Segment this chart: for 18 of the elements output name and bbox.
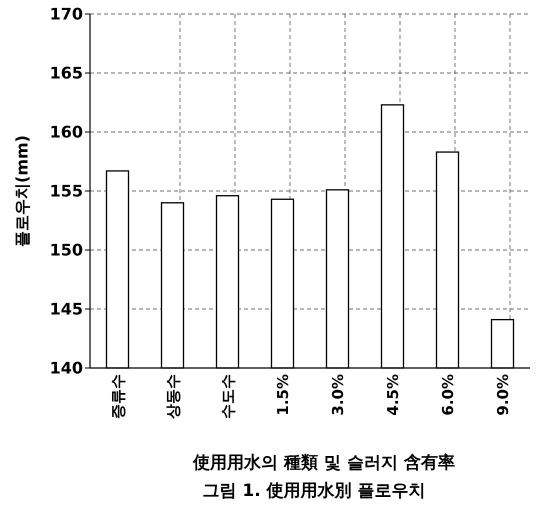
y-tick-label: 160 [50, 122, 83, 142]
x-tick-label: 상동수 [164, 374, 182, 419]
y-tick-label: 150 [50, 240, 83, 260]
x-tick-label: 6.0% [438, 374, 457, 416]
x-tick-label: 증류수 [108, 374, 127, 419]
y-tick-label: 140 [50, 358, 83, 378]
x-tick-label: 3.0% [328, 374, 347, 416]
x-axis-title: 使用用水의 種類 및 슬러지 含有率 [192, 453, 455, 473]
x-tick-label: 9.0% [494, 374, 512, 416]
x-tick-label: 1.5% [274, 374, 292, 416]
x-tick-label: 수도수 [218, 374, 237, 419]
y-tick-label: 165 [50, 64, 83, 83]
y-tick-label: 170 [50, 4, 83, 24]
y-tick-label: 155 [50, 182, 83, 201]
x-tick-label: 4.5% [384, 374, 402, 416]
y-axis-title: 플로우치(mm) [12, 135, 32, 247]
y-tick-label: 145 [50, 300, 83, 319]
caption: 그림 1. 使用用水別 플로우치 [202, 481, 426, 501]
